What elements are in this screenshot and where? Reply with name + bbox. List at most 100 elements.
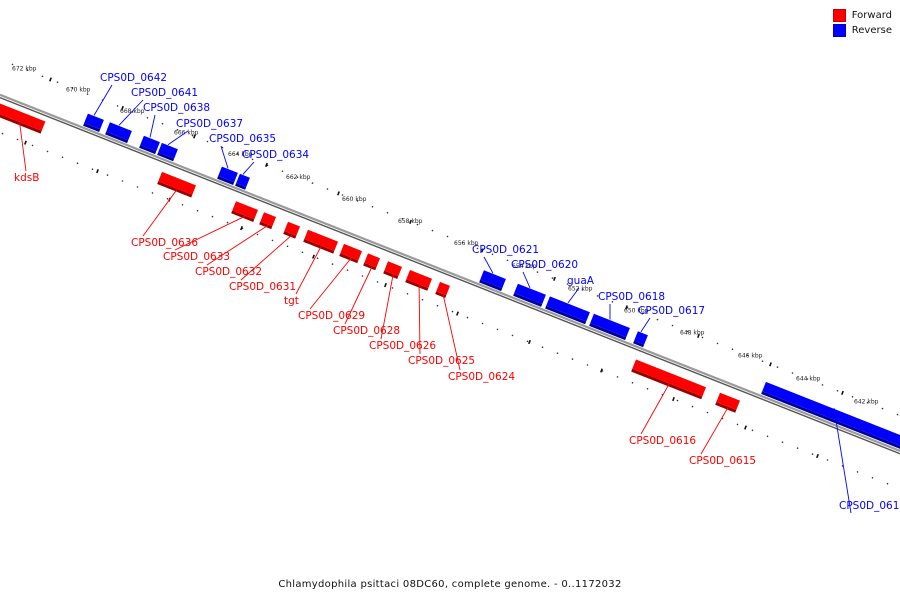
- gene-cps0d_0614-glyph: [761, 381, 900, 449]
- lower-dotted-track: [226, 221, 229, 224]
- gene-cps0d_0625-leader: [418, 285, 421, 355]
- upper-dotted-track: [761, 360, 764, 363]
- gene-guaa-glyph-shade: [545, 305, 587, 325]
- gene-cps0d_0634-glyph: [235, 173, 250, 190]
- tick-label: 642 kbp: [854, 399, 879, 406]
- tick-label: 664 kbp: [228, 151, 253, 158]
- gene-cps0d_0616-leader: [640, 383, 670, 435]
- reverse-swatch: [832, 24, 846, 37]
- gene-cps0d_0636-leader: [142, 189, 178, 237]
- lower-major-tick: [600, 368, 603, 373]
- tick-label: 656 kbp: [454, 240, 479, 247]
- gene-cps0d_0618-glyph: [589, 313, 630, 341]
- lower-dotted-track: [766, 435, 769, 438]
- upper-dotted-track: [701, 336, 704, 339]
- gene-cps0d_0616-glyph: [631, 359, 706, 400]
- gene-cps0d_0615-glyph-shade: [715, 402, 737, 413]
- tick-label: 660 kbp: [342, 196, 367, 203]
- lower-dotted-track: [691, 405, 694, 408]
- gene-cps0d_0636-glyph-face: [158, 171, 196, 195]
- lower-dotted-track: [331, 263, 334, 265]
- gene-cps0d_0625-label: CPS0D_0625: [408, 355, 475, 367]
- upper-dotted-track: [161, 122, 164, 125]
- lower-major-tick: [816, 453, 819, 459]
- gene-tgt-glyph-face: [304, 229, 338, 251]
- gene-kdsb-leader: [19, 122, 27, 172]
- gene-tgt-glyph: [303, 229, 338, 254]
- gene-cps0d_0621-glyph: [479, 270, 506, 292]
- gene-cps0d_0620-label: CPS0D_0620: [511, 259, 578, 271]
- gene-cps0d_0635-glyph-face: [218, 166, 238, 183]
- gene-cps0d_0642-leader: [93, 84, 113, 116]
- upper-dotted-track: [566, 283, 569, 285]
- gene-cps0d_0632-glyph: [259, 212, 276, 230]
- gene-cps0d_0628-leader: [344, 266, 373, 325]
- upper-dotted-track: [221, 146, 224, 149]
- upper-dotted-track: [311, 182, 314, 184]
- lower-dotted-track: [391, 287, 394, 289]
- upper-dotted-track: [476, 247, 479, 250]
- lower-dotted-track: [211, 215, 214, 218]
- upper-dotted-track: [641, 312, 644, 315]
- gene-cps0d_0634-glyph-shade: [235, 183, 247, 190]
- lower-dotted-track: [451, 310, 454, 313]
- gene-cps0d_0633-label: CPS0D_0633: [163, 251, 230, 263]
- lower-dotted-track: [271, 239, 274, 242]
- upper-dotted-track: [506, 259, 509, 262]
- lower-dotted-track: [196, 209, 199, 212]
- upper-dotted-track: [86, 93, 89, 95]
- gene-cps0d_0628-glyph: [363, 253, 380, 271]
- tick-label: 648 kbp: [680, 330, 705, 337]
- lower-dotted-track: [466, 316, 469, 319]
- gene-cps0d_0631-label: CPS0D_0631: [229, 281, 296, 293]
- lower-dotted-track: [751, 429, 754, 432]
- gene-guaa-leader: [567, 287, 580, 304]
- upper-major-tick: [337, 191, 340, 196]
- gene-cps0d_0626-leader: [380, 274, 394, 340]
- upper-dotted-track: [716, 342, 719, 345]
- lower-dotted-track: [826, 459, 829, 461]
- gene-cps0d_0621-label: CPS0D_0621: [472, 244, 539, 256]
- gene-cps0d_0642-glyph-shade: [83, 122, 101, 132]
- gene-cps0d_0615-glyph: [715, 392, 740, 413]
- upper-dotted-track: [806, 378, 809, 380]
- lower-dotted-track: [511, 334, 514, 337]
- gene-cps0d_0641-leader: [118, 99, 144, 126]
- lower-major-tick: [456, 311, 459, 316]
- upper-dotted-track: [416, 223, 419, 226]
- lower-dotted-track: [376, 281, 379, 283]
- lower-dotted-track: [541, 346, 544, 349]
- tick-label: 670 kbp: [66, 87, 91, 94]
- lower-major-tick: [240, 226, 243, 231]
- tick-label: 658 kbp: [398, 218, 423, 225]
- gene-cps0d_0628-glyph-face: [364, 253, 380, 268]
- tick-label: 644 kbp: [796, 376, 821, 383]
- gene-kdsb-glyph-face: [0, 103, 46, 131]
- gene-cps0d_0621-glyph-face: [480, 270, 506, 289]
- gene-cps0d_0629-glyph: [339, 243, 362, 264]
- upper-major-tick: [625, 305, 628, 310]
- upper-dotted-track: [26, 69, 29, 72]
- gene-cps0d_0637-glyph-face: [158, 142, 178, 159]
- lower-dotted-track: [346, 269, 349, 271]
- lower-dotted-track: [526, 340, 529, 343]
- upper-dotted-track: [461, 241, 464, 244]
- lower-dotted-track: [1, 132, 4, 135]
- lower-dotted-track: [166, 198, 169, 200]
- gene-cps0d_0617-label: CPS0D_0617: [638, 305, 705, 317]
- upper-major-tick: [841, 390, 844, 395]
- gene-cps0d_0629-glyph-shade: [339, 253, 359, 264]
- lower-dotted-track: [676, 399, 679, 402]
- gene-cps0d_0618-label: CPS0D_0618: [598, 291, 665, 303]
- lower-dotted-track: [886, 482, 889, 485]
- gene-cps0d_0641-glyph: [105, 122, 132, 144]
- gene-cps0d_0617-glyph: [633, 331, 648, 348]
- lower-dotted-track: [301, 251, 304, 254]
- upper-dotted-track: [671, 324, 674, 327]
- lower-dotted-track: [856, 471, 859, 473]
- upper-dotted-track: [371, 206, 374, 208]
- gene-cps0d_0635-leader: [220, 145, 229, 169]
- upper-dotted-track: [821, 384, 824, 386]
- lower-dotted-track: [556, 352, 559, 355]
- legend-forward: Forward: [832, 8, 892, 23]
